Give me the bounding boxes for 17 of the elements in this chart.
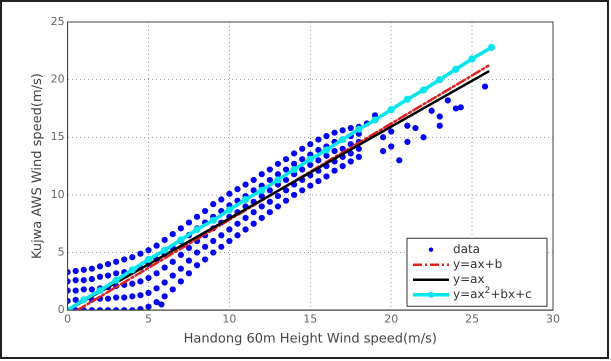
legend-label: y=ax+b (453, 256, 502, 271)
x-tick-label: 15 (303, 312, 318, 326)
y-axis-title: Kujwa AWS Wind speed(m/s) (30, 73, 46, 260)
x-tick-label: 10 (222, 312, 236, 326)
y-tick-label: 20 (50, 72, 65, 86)
y-tick-label: 0 (58, 303, 65, 316)
x-tick-label: 5 (145, 312, 152, 326)
x-axis-title: Handong 60m Height Wind speed(m/s) (184, 332, 437, 347)
x-tick-label: 20 (384, 312, 398, 326)
y-tick-label: 10 (50, 188, 65, 201)
legend-label: data (453, 242, 480, 256)
y-tick-label: 25 (50, 14, 65, 28)
y-tick-label: 5 (58, 245, 65, 258)
x-tick-label: 30 (546, 312, 560, 326)
y-tick-label: 15 (50, 130, 65, 144)
x-tick-label: 25 (465, 312, 480, 326)
legend-label: y=ax (453, 272, 485, 286)
